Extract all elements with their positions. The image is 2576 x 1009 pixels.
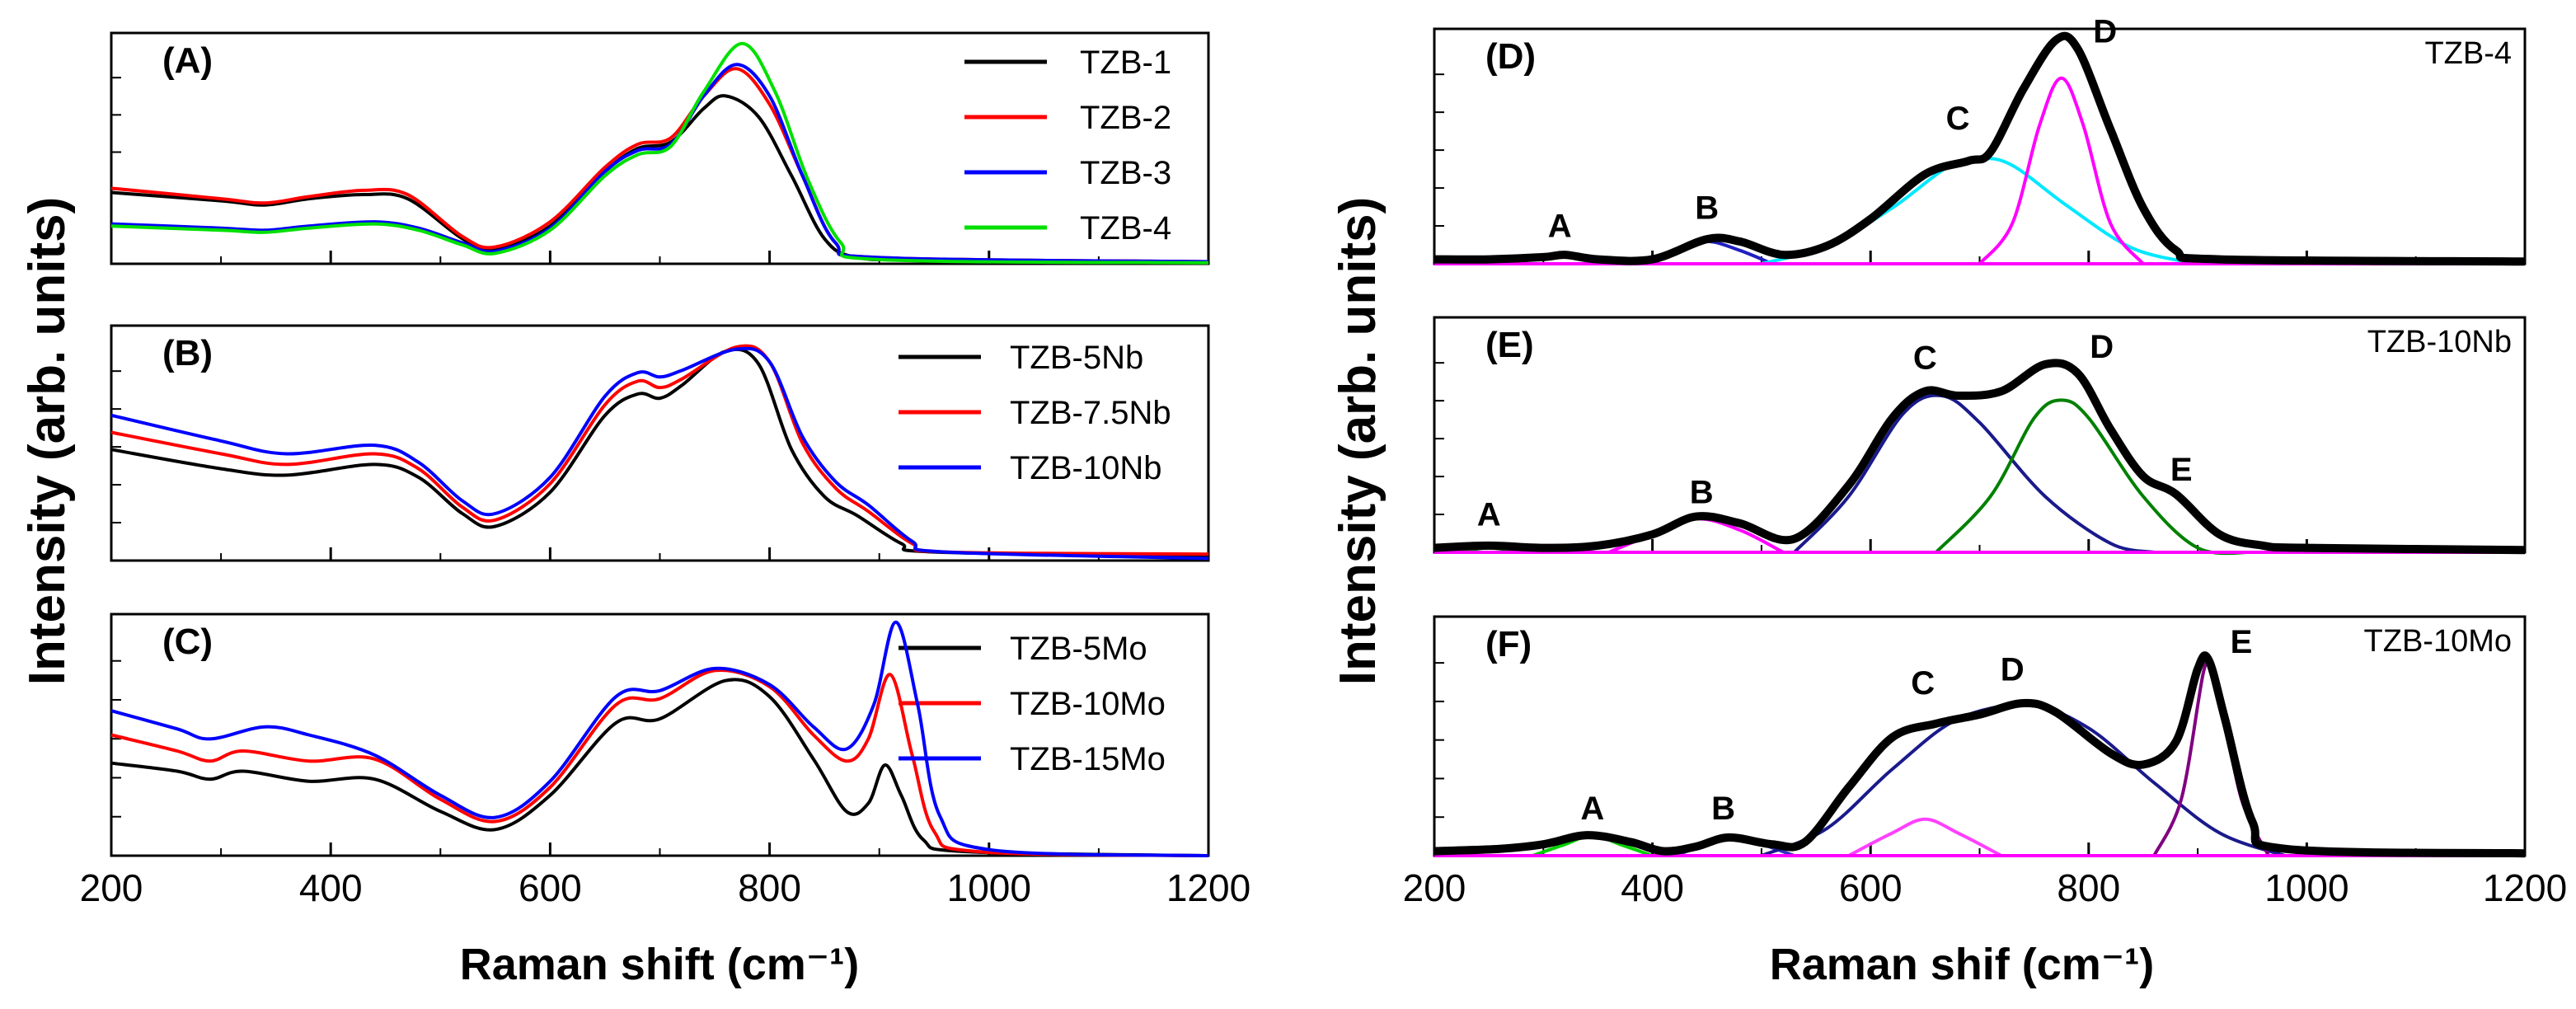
panel-label-f: (F) xyxy=(1485,624,1532,664)
peak-label-b: B xyxy=(1690,474,1714,510)
left-x-axis-title: Raman shift (cm⁻¹) xyxy=(460,940,860,989)
panel-label-b: (B) xyxy=(162,333,213,373)
measured-spectrum xyxy=(1433,359,2526,555)
legend-label-tzb-2: TZB-2 xyxy=(1080,100,1171,136)
peak-label-c: C xyxy=(1911,665,1935,702)
series-line-tzb-15mo xyxy=(110,620,1209,857)
measured-spectrum xyxy=(1433,31,2526,266)
x-tick-label: 600 xyxy=(518,866,582,909)
fit-component-d xyxy=(1761,703,2286,857)
series-line-tzb-10nb xyxy=(110,346,1209,561)
series-line-tzb-7.5nb xyxy=(110,344,1209,556)
panel-frame xyxy=(1433,316,2527,554)
fit-component-c xyxy=(1793,393,2155,554)
panel-d: (D) TZB-4 A B C D xyxy=(1433,13,2527,266)
panel-e: (E) TZB-10Nb A B C D E xyxy=(1433,316,2527,556)
measured-spectrum xyxy=(1433,651,2526,858)
x-tick-label: 400 xyxy=(1621,866,1684,909)
peak-label-c: C xyxy=(1946,101,1970,137)
x-tick-label: 1000 xyxy=(947,866,1031,909)
x-tick-label: 600 xyxy=(1839,866,1903,909)
legend-label-tzb-5nb: TZB-5Nb xyxy=(1010,340,1143,376)
peak-label-a: A xyxy=(1477,496,1501,533)
panel-f: 200 400 600 800 1000 1200 (F) TZB-10Mo A B C D E xyxy=(1403,615,2567,909)
fit-component-c xyxy=(1847,817,2002,857)
panel-label-e: (E) xyxy=(1485,325,1534,365)
peak-label-d: D xyxy=(2001,651,2025,688)
x-tick-label: 800 xyxy=(2057,866,2120,909)
legend-label-tzb-3: TZB-3 xyxy=(1080,155,1171,191)
left-y-axis-title: Intensity (arb. units) xyxy=(19,197,76,685)
legend-label-tzb-10nb: TZB-10Nb xyxy=(1010,450,1162,486)
panel-c: 200 400 600 800 1000 1200 (C) TZB-5Mo TZB-10Mo TZ… xyxy=(80,612,1250,909)
x-tick-label: 400 xyxy=(299,866,363,909)
peak-label-e: E xyxy=(2231,624,2253,660)
right-y-axis-title: Intensity (arb. units) xyxy=(1330,197,1387,685)
panel-label-d: (D) xyxy=(1485,36,1536,77)
x-tick-label: 1200 xyxy=(2483,866,2567,909)
panel-label-c: (C) xyxy=(162,622,213,662)
legend-label-tzb-1: TZB-1 xyxy=(1080,45,1171,81)
sample-label: TZB-4 xyxy=(2424,36,2512,71)
fit-component-d xyxy=(1978,76,2145,265)
legend-label-tzb-5mo: TZB-5Mo xyxy=(1010,631,1147,667)
series-line-tzb-10mo xyxy=(110,668,1209,857)
legend-label-tzb-4: TZB-4 xyxy=(1080,210,1171,246)
peak-label-c: C xyxy=(1913,340,1937,376)
panel-a: (A) TZB-1 TZB-2 TZB-3 TZB-4 xyxy=(110,31,1210,265)
x-tick-label: 1200 xyxy=(1166,866,1250,909)
series-line-tzb-3 xyxy=(110,63,1209,264)
panel-label-a: (A) xyxy=(162,40,213,81)
fit-component-d xyxy=(1935,398,2253,556)
series-line-tzb-5nb xyxy=(110,347,1209,558)
x-tick-label: 200 xyxy=(80,866,143,909)
panel-frame xyxy=(1433,27,2527,265)
right-x-axis-title: Raman shif (cm⁻¹) xyxy=(1770,940,2155,989)
peak-label-b: B xyxy=(1711,791,1735,827)
x-tick-label: 200 xyxy=(1403,866,1466,909)
panel-b: (B) TZB-5Nb TZB-7.5Nb TZB-10Nb xyxy=(110,324,1210,562)
peak-label-a: A xyxy=(1548,208,1572,244)
sample-label: TZB-10Nb xyxy=(2367,325,2512,359)
x-tick-label: 800 xyxy=(738,866,801,909)
series-line-tzb-1 xyxy=(110,94,1209,264)
sample-label: TZB-10Mo xyxy=(2364,624,2512,659)
legend-label-tzb-7.5nb: TZB-7.5Nb xyxy=(1010,395,1171,431)
peak-label-a: A xyxy=(1580,791,1604,827)
legend-label-tzb-10mo: TZB-10Mo xyxy=(1010,686,1166,722)
series-line-tzb-5mo xyxy=(110,678,1209,857)
legend-label-tzb-15mo: TZB-15Mo xyxy=(1010,741,1166,777)
x-tick-label: 1000 xyxy=(2264,866,2348,909)
peak-label-d: D xyxy=(2090,329,2114,365)
peak-label-b: B xyxy=(1695,190,1719,227)
peak-label-d: D xyxy=(2093,13,2117,49)
peak-label-e: E xyxy=(2170,452,2193,488)
series-line-tzb-4 xyxy=(110,41,1209,265)
